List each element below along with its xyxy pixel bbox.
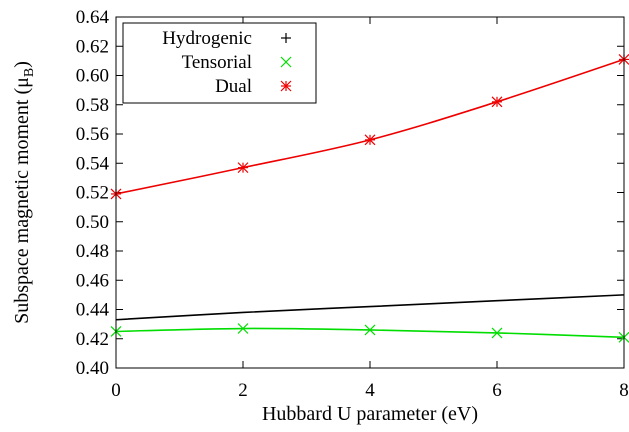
y-tick-label: 0.48 — [76, 241, 109, 262]
series-hydrogenic — [115, 294, 625, 321]
series-layer — [110, 53, 629, 343]
data-point — [364, 324, 376, 336]
y-tick-label: 0.62 — [76, 36, 109, 57]
plot-frame — [115, 16, 625, 369]
legend-marker — [280, 56, 292, 68]
y-tick-label: 0.58 — [76, 95, 109, 116]
ticks-layer: 0.40 0.42 0.44 0.46 0.48 0.50 0.52 0.54 0.56 0.58… — [76, 7, 629, 401]
data-point — [491, 327, 503, 339]
legend-label: Dual — [215, 76, 252, 97]
x-axis-title: Hubbard U parameter (eV) — [262, 403, 478, 425]
data-point — [364, 134, 376, 146]
x-tick-label: 2 — [238, 380, 248, 401]
y-tick-label: 0.54 — [76, 153, 110, 174]
legend: Hydrogenic Tensorial Dual — [122, 22, 317, 104]
legend-box — [122, 22, 317, 104]
x-tick-label: 8 — [619, 380, 629, 401]
y-tick-label: 0.46 — [76, 270, 109, 291]
series-line-hydrogenic — [115, 294, 625, 321]
x-tick-label: 6 — [492, 380, 502, 401]
y-axis-title-main: Subspace magnetic moment (μ — [11, 77, 33, 324]
legend-marker — [280, 80, 292, 92]
legend-label: Tensorial — [182, 52, 252, 73]
y-axis-title-subscript: B — [22, 68, 37, 77]
series-tensorial — [110, 323, 629, 343]
y-tick-label: 0.50 — [76, 212, 109, 233]
x-tick-label: 0 — [111, 380, 121, 401]
y-tick-label: 0.44 — [76, 300, 110, 321]
legend-marker — [281, 33, 291, 43]
y-tick-label: 0.64 — [76, 7, 110, 28]
data-point — [237, 323, 249, 334]
y-tick-label: 0.42 — [76, 329, 109, 350]
y-tick-label: 0.60 — [76, 66, 109, 87]
legend-label: Hydrogenic — [162, 28, 252, 49]
y-axis-title-close: ) — [11, 61, 33, 68]
y-tick-label: 0.56 — [76, 124, 109, 145]
y-axis-title: Subspace magnetic moment (μB) — [11, 61, 37, 324]
x-tick-label: 4 — [365, 380, 375, 401]
data-point — [237, 162, 249, 174]
y-tick-label: 0.52 — [76, 183, 109, 204]
data-point — [491, 96, 503, 108]
y-tick-label: 0.40 — [76, 358, 109, 379]
